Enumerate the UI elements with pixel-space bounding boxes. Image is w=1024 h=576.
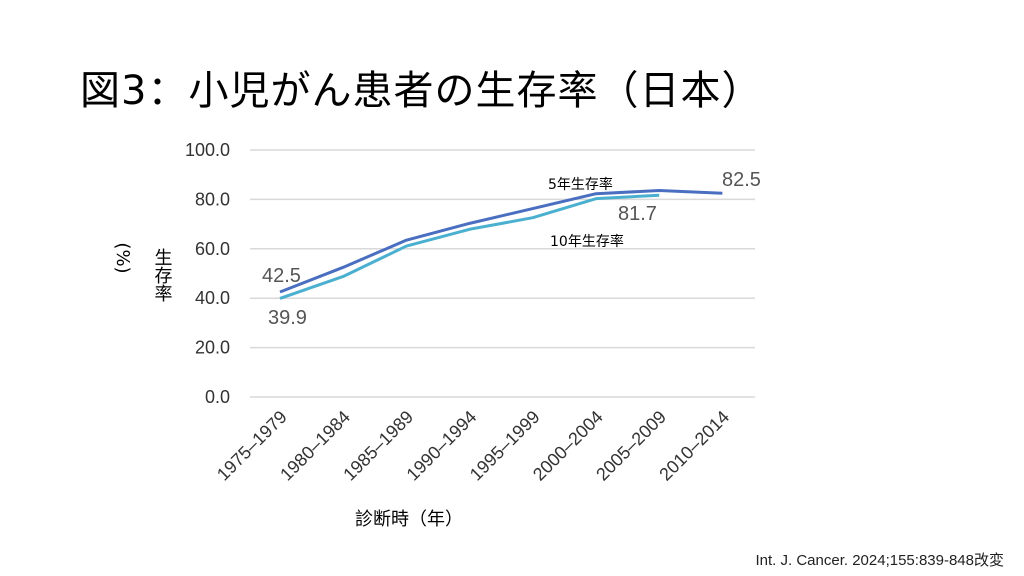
x-axis-title: 診断時（年） [355,509,463,530]
y-tick-label: 80.0 [195,189,230,209]
y-tick-label: 40.0 [195,288,230,308]
y-tick-label: 100.0 [185,140,230,160]
y-tick-label: 60.0 [195,239,230,259]
y-tick-label: 0.0 [205,387,230,407]
series-label-10yr: 10年生存率 [550,233,624,250]
source-citation: Int. J. Cancer. 2024;155:839-848改変 [755,552,1005,569]
series-line-5yr [279,189,723,294]
data-label: 82.5 [722,169,761,191]
y-axis-title: 生存率 [152,248,173,302]
data-label: 81.7 [618,203,657,225]
data-label: 42.5 [262,265,301,287]
series-label-5yr: 5年生存率 [548,176,613,193]
y-axis-unit: (%) [112,242,133,273]
slide-title: 図3：小児がん患者の生存率（日本） [80,68,763,114]
y-tick-label: 20.0 [195,338,230,358]
data-label: 39.9 [268,307,307,329]
